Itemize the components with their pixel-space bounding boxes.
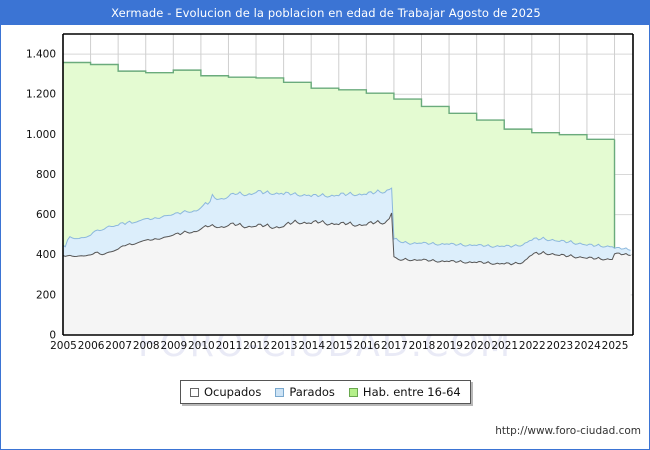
x-axis-tick-label: 2011 xyxy=(216,340,243,352)
x-axis-tick-label: 2019 xyxy=(436,340,463,352)
window-title: Xermade - Evolucion de la poblacion en e… xyxy=(1,1,649,25)
y-axis-tick-label: 800 xyxy=(36,169,56,181)
x-axis-tick-label: 2021 xyxy=(491,340,518,352)
legend-label-parados: Parados xyxy=(289,385,335,399)
y-axis-tick-label: 0 xyxy=(49,330,56,342)
y-axis-tick-label: 600 xyxy=(36,209,56,221)
y-axis-tick-label: 1.200 xyxy=(26,89,56,101)
chart-plot: 0 200 400 600 800 1.000 1.200 1.400 2005 2006 2007… xyxy=(26,33,634,352)
chart-legend: Ocupados Parados Hab. entre 16-64 xyxy=(180,380,471,404)
legend-label-ocupados: Ocupados xyxy=(204,385,262,399)
x-axis-tick-label: 2008 xyxy=(133,340,160,352)
x-axis-tick-label: 2022 xyxy=(519,340,546,352)
x-axis-tick-label: 2009 xyxy=(160,340,187,352)
x-axis-tick-label: 2025 xyxy=(602,340,629,352)
legend-item-habitantes: Hab. entre 16-64 xyxy=(348,385,461,399)
y-axis-tick-label: 1.000 xyxy=(26,129,56,141)
y-axis-tick-label: 1.400 xyxy=(26,49,56,61)
series-line-ocupados xyxy=(62,212,631,266)
legend-item-parados: Parados xyxy=(275,385,335,399)
x-axis-tick-label: 2013 xyxy=(271,340,298,352)
x-axis-tick-label: 2014 xyxy=(298,340,325,352)
legend-swatch-parados xyxy=(275,387,285,397)
x-axis-tick-label: 2005 xyxy=(50,340,77,352)
series-area-ocupados xyxy=(63,212,631,335)
y-axis-tick-label: 200 xyxy=(36,289,56,301)
legend-label-habitantes: Hab. entre 16-64 xyxy=(362,385,461,399)
x-axis-tick-label: 2010 xyxy=(188,340,215,352)
x-axis-tick-label: 2006 xyxy=(78,340,105,352)
x-axis-tick-label: 2007 xyxy=(105,340,132,352)
x-axis-tick-label: 2017 xyxy=(381,340,408,352)
footer-url: http://www.foro-ciudad.com xyxy=(495,425,641,437)
x-axis-tick-label: 2015 xyxy=(326,340,353,352)
legend-swatch-habitantes xyxy=(348,387,358,397)
x-axis-tick-label: 2018 xyxy=(409,340,436,352)
x-axis-tick-label: 2012 xyxy=(243,340,270,352)
legend-item-ocupados: Ocupados xyxy=(190,385,261,399)
y-axis-tick-label: 400 xyxy=(36,249,56,261)
x-axis-tick-label: 2016 xyxy=(353,340,380,352)
x-axis-tick-label: 2024 xyxy=(574,340,601,352)
x-axis-tick-label: 2023 xyxy=(547,340,574,352)
x-axis-tick-label: 2020 xyxy=(464,340,491,352)
series-line-parados xyxy=(62,187,631,251)
series-line-habitantes xyxy=(63,61,615,141)
legend-swatch-ocupados xyxy=(190,387,199,397)
